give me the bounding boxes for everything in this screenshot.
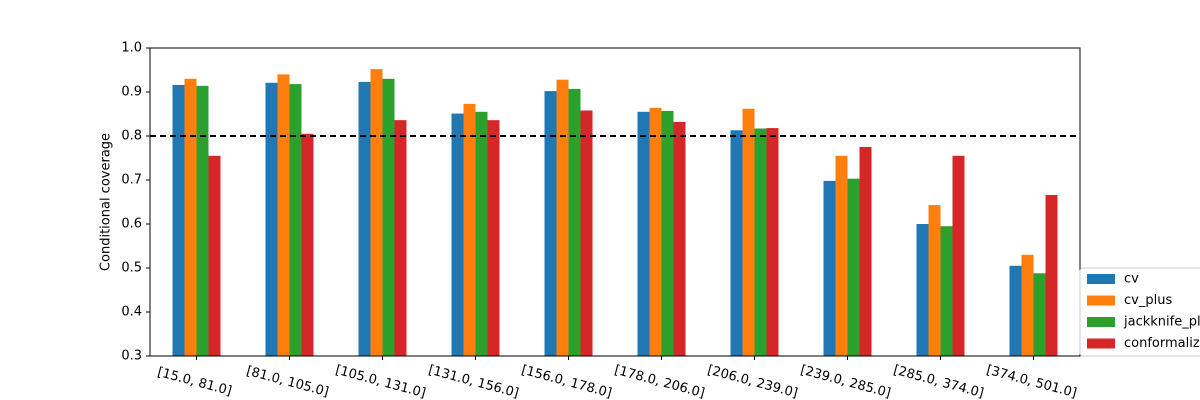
bar <box>940 226 953 356</box>
y-axis-label: Conditional coverage <box>99 133 114 271</box>
bar <box>847 178 860 356</box>
bar <box>265 82 278 356</box>
bar <box>208 155 221 356</box>
bar <box>277 74 290 357</box>
bar <box>382 78 395 357</box>
bar <box>184 78 197 357</box>
bar <box>301 133 314 356</box>
x-tick-label: [374.0, 501.0] <box>985 363 1079 400</box>
bar <box>568 88 581 357</box>
legend-swatch <box>1087 274 1115 284</box>
bar <box>928 205 941 356</box>
bar <box>1045 194 1058 356</box>
bar <box>1033 273 1046 356</box>
x-tick-label: [15.0, 81.0] <box>156 365 234 399</box>
bar <box>196 85 209 356</box>
x-tick-label: [131.0, 156.0] <box>427 363 521 400</box>
bar <box>451 113 464 356</box>
y-tick-label: 1.0 <box>121 41 142 56</box>
bar <box>835 155 848 356</box>
x-tick-label: [178.0, 206.0] <box>613 363 707 400</box>
y-tick-label: 0.7 <box>121 173 142 188</box>
legend-label: conformalized_quantile_regression <box>1124 336 1200 351</box>
x-tick-label: [285.0, 374.0] <box>892 363 986 400</box>
legend-label: jackknife_plus <box>1123 315 1200 330</box>
x-tick-label: [105.0, 131.0] <box>334 363 428 400</box>
bar <box>952 155 965 356</box>
bar <box>394 120 407 356</box>
legend-label: cv_plus <box>1124 293 1172 308</box>
bar <box>1021 254 1034 356</box>
legend-box <box>1079 267 1200 357</box>
y-tick-label: 0.6 <box>121 217 142 232</box>
bar <box>766 128 779 356</box>
y-tick-label: 0.4 <box>121 305 142 320</box>
bar <box>556 79 569 357</box>
x-tick-label: [239.0, 285.0] <box>799 363 893 400</box>
bar <box>754 128 767 356</box>
y-tick-label: 0.8 <box>121 129 142 144</box>
bar <box>673 121 686 356</box>
bar <box>823 180 836 356</box>
bar <box>859 147 872 356</box>
plot-frame <box>149 47 1081 357</box>
bar <box>487 120 500 356</box>
legend-swatch <box>1087 338 1115 349</box>
x-tick-label: [156.0, 178.0] <box>520 363 614 400</box>
x-tick-label: [206.0, 239.0] <box>706 363 800 400</box>
bar <box>1009 265 1022 356</box>
bar <box>370 69 383 357</box>
bar <box>649 107 662 356</box>
legend-swatch <box>1087 295 1115 306</box>
bar <box>916 224 929 356</box>
x-tick-label: [81.0, 105.0] <box>245 364 331 400</box>
bar <box>730 130 743 356</box>
y-tick-label: 0.5 <box>121 261 142 276</box>
bar <box>463 103 476 356</box>
bar <box>544 91 557 357</box>
y-tick-label: 0.3 <box>121 349 142 364</box>
bar <box>289 84 302 356</box>
y-tick-label: 0.9 <box>121 85 142 100</box>
bar <box>661 110 674 356</box>
bar <box>475 111 488 356</box>
bar <box>637 111 650 356</box>
bar <box>742 108 755 356</box>
bar <box>358 81 371 356</box>
bar <box>172 84 185 357</box>
bar <box>580 110 593 356</box>
legend-swatch <box>1087 317 1115 327</box>
legend-label: cv <box>1124 272 1139 287</box>
